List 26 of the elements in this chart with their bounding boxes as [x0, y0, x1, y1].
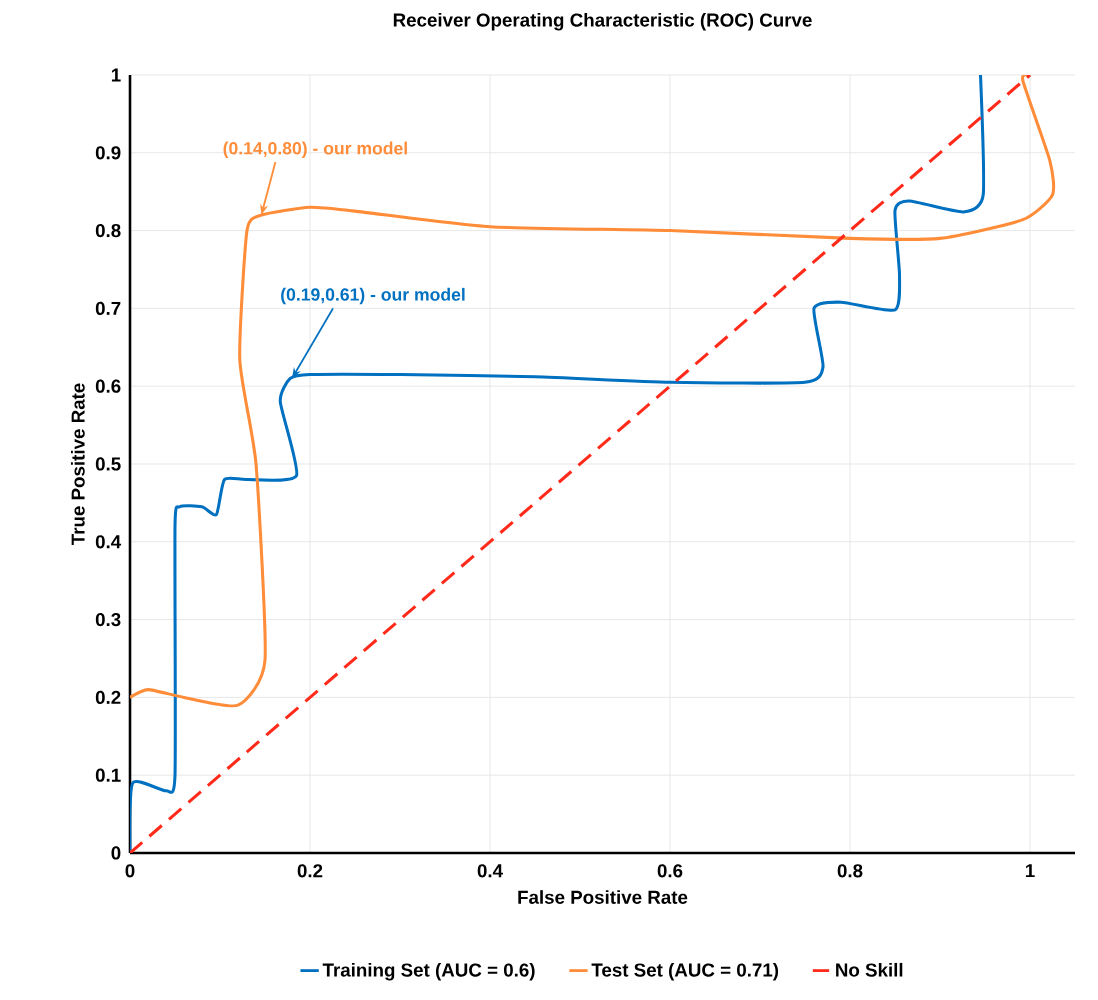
y-tick-label: 0.5: [95, 457, 121, 471]
legend-label: No Skill: [836, 962, 903, 977]
legend-label: Test Set (AUC = 0.71): [591, 962, 779, 981]
y-tick-label: 0.8: [95, 223, 121, 238]
x-tick-label: 1: [1025, 864, 1035, 878]
x-tick-label: 0.6: [657, 864, 683, 878]
y-tick-label: 0.9: [95, 146, 121, 160]
y-tick-label: 0.6: [95, 379, 121, 393]
y-tick-label: 0.2: [95, 690, 121, 705]
y-tick-label: 0: [111, 846, 121, 860]
y-tick-label: 1: [111, 68, 121, 82]
y-tick-label: 0.1: [95, 768, 121, 782]
line-series: [130, 74, 1055, 707]
y-tick-label: 0.7: [95, 301, 121, 316]
annotation: (0.19,0.61) - our model: [281, 287, 465, 305]
legend-label: Training Set (AUC = 0.6): [322, 962, 535, 981]
y-axis-title: True Positive Rate: [70, 383, 85, 546]
annotation: (0.14,0.80) - our model: [223, 141, 407, 158]
x-tick-label: 0: [125, 864, 135, 878]
x-tick-label: 0.4: [477, 864, 503, 878]
y-tick-label: 0.3: [95, 612, 121, 627]
x-tick-label: 0.8: [837, 864, 863, 878]
y-tick-label: 0.4: [95, 535, 122, 549]
chart-title: Receiver Operating Characteristic (ROC) Curve: [393, 12, 812, 31]
x-tick-label: 0.2: [297, 864, 323, 878]
x-axis-title: False Positive Rate: [518, 890, 688, 904]
